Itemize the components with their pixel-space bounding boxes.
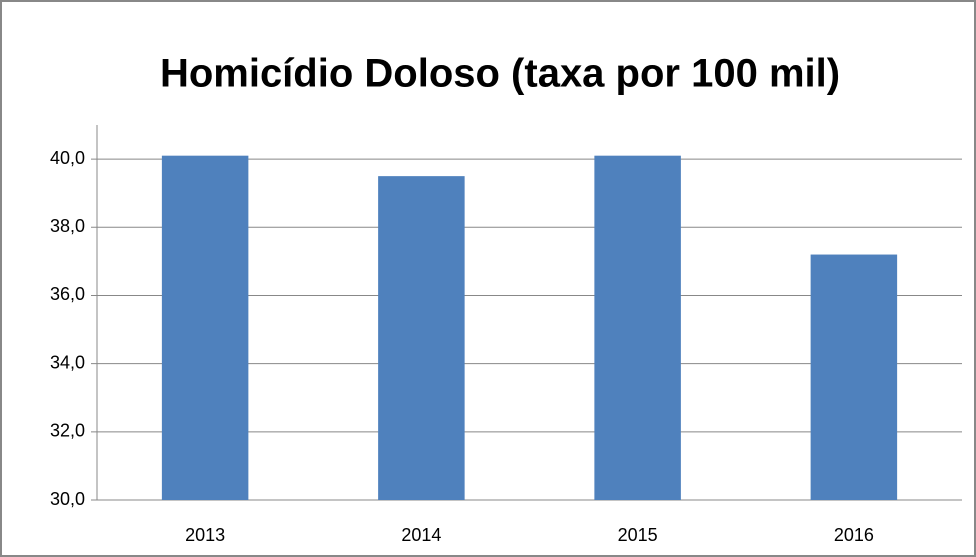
bar: [161, 155, 249, 500]
y-tick-label: 34,0: [50, 352, 85, 372]
x-tick-label: 2014: [401, 525, 441, 545]
bar: [810, 254, 898, 500]
x-tick-label: 2015: [618, 525, 658, 545]
x-tick-label: 2013: [185, 525, 225, 545]
y-tick-label: 32,0: [50, 421, 85, 441]
y-tick-label: 38,0: [50, 216, 85, 236]
bar: [378, 176, 465, 501]
x-tick-label: 2016: [834, 525, 874, 545]
y-tick-label: 40,0: [50, 148, 85, 168]
y-tick-label: 30,0: [50, 489, 85, 509]
y-tick-label: 36,0: [50, 284, 85, 304]
bar: [594, 155, 681, 500]
chart-title: Homicídio Doloso (taxa por 100 mil): [160, 52, 840, 96]
